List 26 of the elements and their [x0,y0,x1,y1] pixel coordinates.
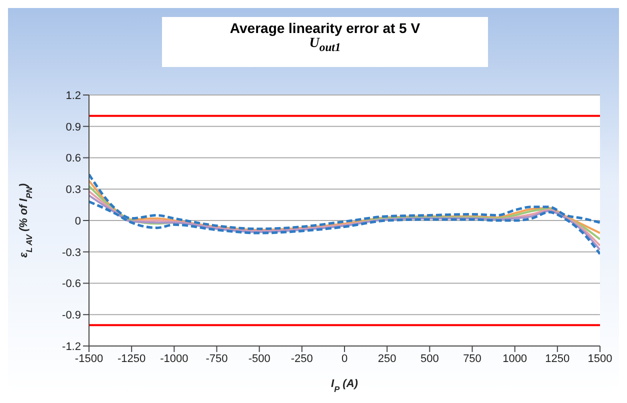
x-tick-label: -500 [248,352,270,365]
chart-title: Average linearity error at 5 V [228,20,422,36]
y-tick-label: -0.6 [62,278,81,290]
y-tick-label: 1.2 [66,90,81,102]
x-tick-label: 1000 [502,352,528,365]
x-tick-label: -750 [206,352,228,365]
y-tick-label: -1.2 [62,340,81,353]
x-tick-label: -250 [290,352,313,365]
y-tick-label: 0.6 [66,152,81,165]
chart-subtitle: U$_{out1}$ [308,36,342,54]
x-tick-label: -1250 [118,352,146,365]
x-tick-label: 1500 [588,352,612,365]
y-tick-label: 0 [74,215,81,228]
line-series [89,180,600,234]
x-tick-label: 0 [341,352,348,365]
y-tick-label: 0.9 [66,121,81,134]
y-tick-label: 0.3 [66,184,81,196]
x-tick-label: 250 [378,352,396,365]
x-tick-label: -1500 [74,352,104,365]
x-axis-title: I$_{P}$ (A) [331,378,358,394]
x-tick-label: 1250 [545,352,570,365]
x-tick-label: 500 [420,352,439,365]
x-tick-label: 750 [463,352,482,365]
x-tick-label: -1000 [160,352,188,365]
y-tick-label: -0.9 [62,310,81,322]
y-tick-label: -0.3 [62,246,81,259]
